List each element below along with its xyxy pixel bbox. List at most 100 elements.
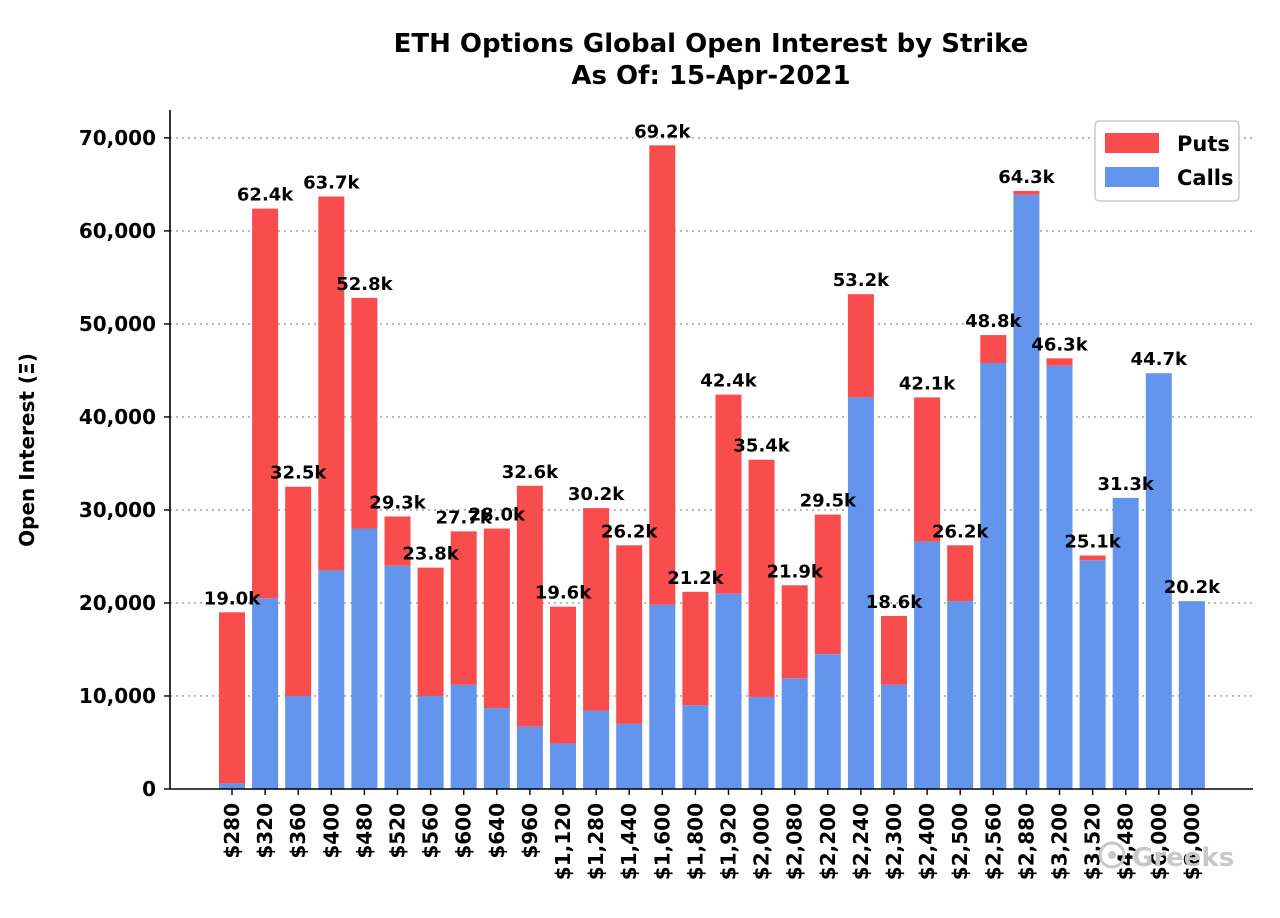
logo-dot <box>1108 851 1116 859</box>
x-tick-label: $640 <box>485 803 509 859</box>
puts-bar <box>781 585 808 679</box>
calls-bar <box>947 601 974 789</box>
gridlines <box>170 137 1253 697</box>
data-labels: 19.0k 62.4k 32.5k 63.7k 52.8k 29.3k 23.8k 27.7k… <box>204 121 1221 613</box>
total-data-label: 42.1k <box>899 373 956 394</box>
calls-bar <box>450 684 477 789</box>
puts-bar <box>450 531 477 685</box>
puts-bar <box>616 545 643 724</box>
y-tick-label: 0 <box>142 777 156 801</box>
legend-label-calls: Calls <box>1177 166 1233 190</box>
puts-bar <box>649 145 676 605</box>
puts-bar <box>417 567 444 696</box>
x-tick-label: $2,500 <box>948 803 972 880</box>
calls-bar <box>1178 601 1205 789</box>
total-data-label: 27.7k <box>436 507 493 528</box>
legend-swatch-calls <box>1105 167 1159 187</box>
puts-bar <box>252 208 279 599</box>
total-data-label: 29.5k <box>800 491 857 512</box>
y-axis-label: Open Interest (Ξ) <box>15 353 39 547</box>
calls-bar <box>881 684 907 789</box>
total-data-label: 19.0k <box>204 588 261 609</box>
puts-bar <box>583 508 610 711</box>
total-data-label: 64.3k <box>998 167 1055 188</box>
y-tick-label: 40,000 <box>79 405 156 429</box>
puts-bar <box>1079 555 1106 561</box>
calls-bar <box>682 705 709 789</box>
calls-bar <box>550 743 576 789</box>
watermark-text: Greeks <box>1132 843 1234 873</box>
watermark: Greeks <box>1098 841 1234 873</box>
axes: 0 10,000 20,000 30,000 40,000 50,000 60,000 70,… <box>79 110 1253 880</box>
calls-bar <box>616 723 643 789</box>
calls-bar <box>781 678 808 789</box>
puts-bar <box>682 591 709 706</box>
calls-bar <box>1013 194 1040 790</box>
calls-bar <box>980 362 1007 789</box>
total-data-label: 69.2k <box>634 121 691 142</box>
legend: Puts Calls <box>1094 120 1240 202</box>
puts-bar <box>516 485 543 727</box>
calls-bar <box>914 541 941 789</box>
x-tick-label: $320 <box>253 803 277 859</box>
calls-bar <box>516 726 543 789</box>
logo-ring <box>1098 841 1126 869</box>
x-tick-label: $400 <box>319 803 343 859</box>
puts-bar <box>351 297 378 529</box>
total-data-label: 25.1k <box>1064 532 1121 553</box>
total-data-label: 62.4k <box>237 185 294 206</box>
x-tick-label: $8,000 <box>1180 803 1204 880</box>
puts-bar <box>1013 190 1040 195</box>
total-data-label: 44.7k <box>1131 349 1188 370</box>
x-tick-label: $480 <box>352 803 376 859</box>
calls-bar <box>219 783 245 789</box>
puts-bar <box>715 394 742 594</box>
calls-bar <box>384 565 411 789</box>
puts-bar <box>947 545 974 602</box>
total-data-label: 32.6k <box>502 462 559 483</box>
x-tick-label: $6,000 <box>1147 803 1171 880</box>
x-tick-label: $2,080 <box>783 803 807 880</box>
total-data-label: 20.2k <box>1164 577 1221 598</box>
x-tick-label: $520 <box>386 803 410 859</box>
calls-bar <box>583 710 610 789</box>
legend-label-puts: Puts <box>1177 132 1230 156</box>
puts-bar <box>384 516 411 566</box>
puts-bar <box>1046 358 1073 366</box>
total-data-label: 19.6k <box>535 583 592 604</box>
y-tick-label: 50,000 <box>79 312 156 336</box>
x-tick-label: $2,000 <box>750 803 774 880</box>
y-tick-label: 20,000 <box>79 591 156 615</box>
puts-bar <box>550 606 576 744</box>
x-tick-label: $560 <box>419 803 443 859</box>
calls-bar <box>285 695 312 789</box>
x-tick-label: $1,920 <box>717 803 741 880</box>
total-data-label: 35.4k <box>733 436 790 457</box>
calls-bar <box>814 654 841 789</box>
calls-bar <box>1079 560 1106 789</box>
y-tick-label: 30,000 <box>79 498 156 522</box>
x-tick-label: $2,880 <box>1014 803 1038 880</box>
total-data-label: 18.6k <box>866 592 923 613</box>
puts-bar <box>814 514 841 655</box>
x-tick-label: $2,200 <box>816 803 840 880</box>
puts-bar <box>914 397 941 542</box>
chart-title-line-2: As Of: 15-Apr-2021 <box>571 61 850 91</box>
x-tick-label: $3,520 <box>1081 803 1105 880</box>
greeks-logo-icon <box>1098 841 1126 869</box>
total-data-label: 31.3k <box>1098 474 1155 495</box>
puts-bar <box>483 528 510 709</box>
total-data-label: 23.8k <box>402 544 459 565</box>
total-data-label: 63.7k <box>303 173 360 194</box>
calls-bar <box>1112 497 1139 789</box>
chart-title-line-1: ETH Options Global Open Interest by Stri… <box>394 29 1029 59</box>
x-tick-label: $600 <box>452 803 476 859</box>
total-data-label: 21.9k <box>767 561 824 582</box>
x-tick-label: $1,120 <box>551 803 575 880</box>
total-data-label: 32.5k <box>270 463 327 484</box>
puts-bar <box>318 196 345 571</box>
x-tick-label: $4,480 <box>1114 803 1138 880</box>
calls-bar <box>1046 365 1073 789</box>
